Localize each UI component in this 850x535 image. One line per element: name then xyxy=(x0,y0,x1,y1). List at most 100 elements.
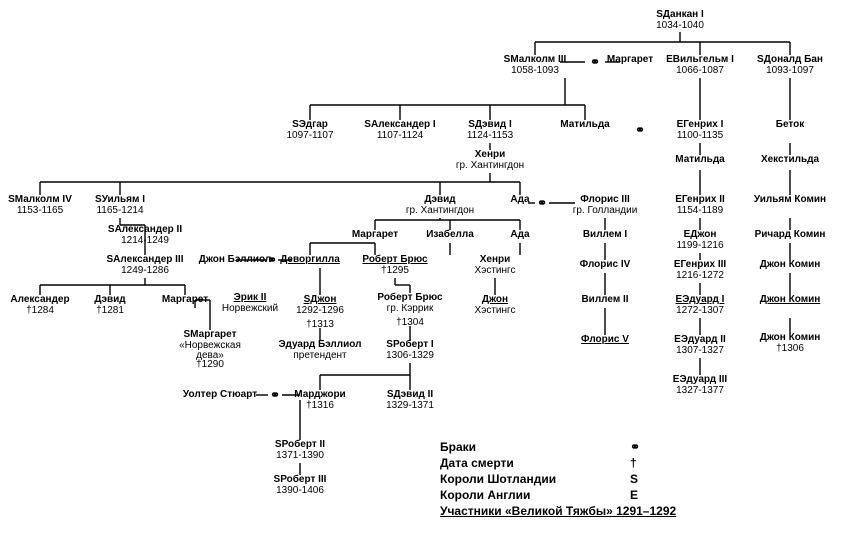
node-name: EГенрих II xyxy=(675,195,725,206)
node-dates: 1107-1124 xyxy=(364,131,435,142)
legend-symbol: † xyxy=(630,456,637,470)
node-ada2: Ада xyxy=(510,230,529,241)
marriage-icon: ⚭ xyxy=(590,55,600,69)
node-name: Матильда xyxy=(675,155,724,166)
node-name: Ричард Комин xyxy=(755,230,826,241)
node-dates: 1249-1286 xyxy=(107,266,184,277)
node-edward1: EЭдуард I1272-1307 xyxy=(676,295,725,316)
node-dates: 1216-1272 xyxy=(674,271,726,282)
legend-symbol: S xyxy=(630,472,638,486)
node-willcom: Уильям Комин xyxy=(754,195,826,206)
node-dates: 1034-1040 xyxy=(656,21,704,32)
node-dates: 1307-1327 xyxy=(674,346,726,357)
node-sjohn2: †1313 xyxy=(306,320,334,331)
marriage-icon: ⚭ xyxy=(270,388,280,402)
node-dates: 1100-1135 xyxy=(677,131,724,142)
node-name: Виллем II xyxy=(581,295,628,306)
node-dates: 1327-1377 xyxy=(673,386,727,397)
node-dates: †1295 xyxy=(362,266,427,277)
node-name: Флорис III xyxy=(573,195,638,206)
legend-row: Короли Шотландии xyxy=(440,472,556,486)
node-name: EГенрих I xyxy=(677,120,724,131)
node-name: Ада xyxy=(510,195,529,206)
node-name: SАлександер I xyxy=(364,120,435,131)
node-name: SАлександер III xyxy=(107,255,184,266)
node-dates: 1306-1329 xyxy=(386,351,434,362)
node-donald: SДоналд Бан1093-1097 xyxy=(757,55,823,76)
node-dates: гр. Кэррик xyxy=(377,304,442,315)
node-dates: претендент xyxy=(279,351,362,362)
node-name: SРоберт I xyxy=(386,340,434,351)
node-floris4: Флорис IV xyxy=(580,260,631,271)
node-margN: SМаргарет«Норвежская дева» xyxy=(165,330,255,362)
node-name: Флорис IV xyxy=(580,260,631,271)
legend-symbol: ⚭ xyxy=(630,440,640,454)
node-dates: †1316 xyxy=(294,401,345,412)
node-dates: Хэстингс xyxy=(475,266,516,277)
node-erik: Эрик IIНорвежский xyxy=(205,293,295,314)
node-dates: †1284 xyxy=(10,306,69,317)
node-william1: SУильям I1165-1214 xyxy=(95,195,145,216)
node-name: EВильгельм I xyxy=(666,55,734,66)
node-henry2: EГенрих II1154-1189 xyxy=(675,195,725,216)
node-marjorie: Марджори†1316 xyxy=(294,390,345,411)
node-davidh: Дэвидгр. Хантингдон xyxy=(406,195,474,216)
node-name: Джон Комин xyxy=(760,260,821,271)
node-margch: Маргарет xyxy=(162,295,208,306)
node-devor: Деворгилла xyxy=(280,255,340,266)
node-walter: Уолтер Стюарт xyxy=(183,390,257,401)
node-name: Дэвид xyxy=(94,295,125,306)
node-dunkan: SДанкан I1034-1040 xyxy=(656,10,704,31)
node-betok: Беток xyxy=(776,120,805,131)
node-dates: 1292-1296 xyxy=(296,306,344,317)
legend-symbol: E xyxy=(630,488,638,502)
node-name: EДжон xyxy=(676,230,723,241)
node-robert3: SРоберт III1390-1406 xyxy=(274,475,327,496)
node-name: Эдуард Бэллиол xyxy=(279,340,362,351)
node-dates: 1124-1153 xyxy=(467,131,513,142)
node-david2: SДэвид II1329-1371 xyxy=(386,390,434,411)
node-alexch: Александер†1284 xyxy=(10,295,69,316)
node-johncom2: Джон Комин xyxy=(760,295,821,306)
node-johncom: Джон Комин xyxy=(760,260,821,271)
node-name: SРоберт II xyxy=(275,440,325,451)
node-name: SРоберт III xyxy=(274,475,327,486)
node-ada: Ада xyxy=(510,195,529,206)
node-name: Роберт Брюс xyxy=(377,293,442,304)
node-balliol: Джон Бэллиол xyxy=(199,255,271,266)
node-dates: 1097-1107 xyxy=(286,131,333,142)
node-name: EЭдуард II xyxy=(674,335,726,346)
node-rbruce2d: †1304 xyxy=(396,318,424,329)
node-dates: 1093-1097 xyxy=(757,66,823,77)
node-matilda: Матильда xyxy=(560,120,609,131)
node-name: Уолтер Стюарт xyxy=(183,390,257,401)
node-name: SДоналд Бан xyxy=(757,55,823,66)
marriage-icon: ⚭ xyxy=(635,123,645,137)
marriage-icon: ⚭ xyxy=(267,253,277,267)
node-rbruce: Роберт Брюс†1295 xyxy=(362,255,427,276)
node-dates: 1214-1249 xyxy=(108,236,182,247)
node-name: SЭдгар xyxy=(286,120,333,131)
node-name: Марджори xyxy=(294,390,345,401)
marriage-icon: ⚭ xyxy=(537,196,547,210)
node-dates: Норвежский xyxy=(205,304,295,315)
node-name: Джон xyxy=(475,295,516,306)
node-margaret1: Маргарет xyxy=(607,55,653,66)
node-dates: †1281 xyxy=(94,306,125,317)
node-name: Уильям Комин xyxy=(754,195,826,206)
node-name: Джон Бэллиол xyxy=(199,255,271,266)
node-dates: гр. Хантингдон xyxy=(406,206,474,217)
node-name: Хенри xyxy=(456,150,524,161)
node-dates: Хэстингс xyxy=(475,306,516,317)
node-name: Джон Комин xyxy=(760,333,821,344)
legend-row: Короли Англии xyxy=(440,488,530,502)
node-rbruce2: Роберт Брюсгр. Кэррик xyxy=(377,293,442,314)
node-name: SДэвид I xyxy=(467,120,513,131)
node-edgar: SЭдгар1097-1107 xyxy=(286,120,333,141)
node-edward2: EЭдуард II1307-1327 xyxy=(674,335,726,356)
node-margN2: †1290 xyxy=(196,360,224,371)
node-name: Александер xyxy=(10,295,69,306)
node-dates: 1199-1216 xyxy=(676,241,723,252)
node-name: Хекстильда xyxy=(761,155,819,166)
node-dates: †1290 xyxy=(196,360,224,371)
